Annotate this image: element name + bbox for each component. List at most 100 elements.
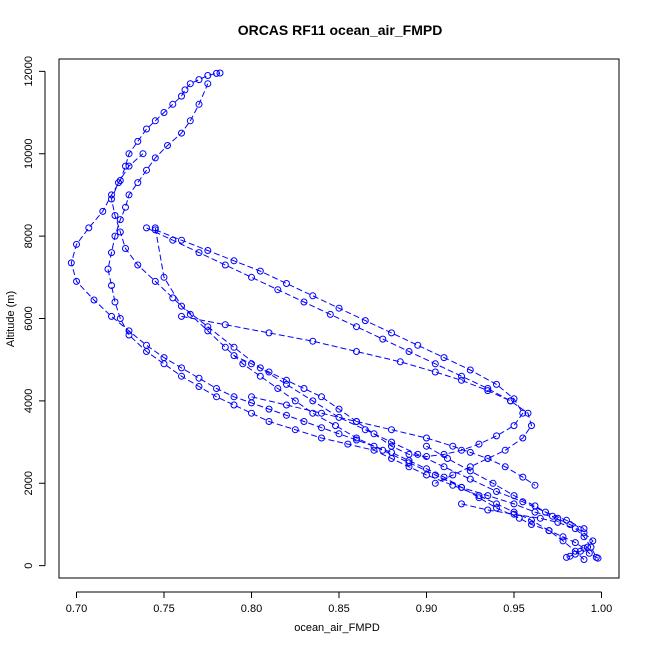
data-point: [122, 203, 129, 211]
data-point: [291, 426, 299, 434]
data-point: [531, 481, 539, 489]
data-point: [125, 162, 133, 170]
data-point: [335, 405, 343, 413]
data-point: [592, 553, 600, 561]
data-point: [265, 368, 273, 376]
data-point: [283, 280, 290, 287]
data-point: [423, 471, 430, 479]
data-point: [466, 366, 474, 374]
data-point: [458, 372, 465, 380]
data-point: [283, 380, 290, 388]
data-point: [414, 450, 422, 458]
data-point: [169, 294, 177, 302]
data-point: [115, 179, 122, 187]
data-point: [493, 488, 500, 495]
data-point: [353, 348, 360, 355]
data-point: [388, 438, 395, 446]
data-point: [510, 422, 518, 430]
data-point: [230, 393, 238, 401]
data-point: [566, 521, 574, 528]
data-point: [475, 492, 483, 500]
plot-frame: [58, 58, 620, 579]
x-axis-label: ocean_air_FMPD: [294, 622, 380, 634]
series-line: [426, 445, 594, 558]
data-point: [169, 236, 177, 244]
x-tick-label: 0.75: [153, 603, 174, 615]
data-point: [335, 430, 343, 438]
data-point: [458, 483, 465, 491]
data-point: [489, 479, 497, 487]
data-point: [90, 296, 98, 304]
data-point: [519, 498, 527, 506]
data-point: [580, 533, 588, 541]
data-point: [405, 450, 413, 458]
data-point: [458, 500, 465, 508]
series-line: [110, 153, 558, 519]
series-line: [181, 315, 511, 402]
data-point: [510, 500, 518, 508]
data-point: [160, 360, 168, 368]
data-point: [566, 552, 574, 560]
data-point: [549, 512, 556, 520]
data-point: [256, 372, 264, 380]
data-point: [204, 323, 212, 331]
data-point: [111, 298, 119, 306]
data-point: [248, 393, 255, 401]
data-point: [181, 86, 189, 94]
series-line: [155, 229, 524, 458]
data-point: [283, 411, 290, 419]
data-point: [501, 446, 509, 454]
data-point: [405, 348, 413, 355]
x-tick-label: 1.00: [591, 603, 612, 615]
data-point: [353, 323, 360, 331]
data-point: [122, 162, 129, 170]
data-point: [164, 142, 171, 149]
data-point: [143, 125, 150, 133]
y-tick-label: 4000: [23, 389, 35, 413]
data-point: [531, 502, 539, 510]
data-point: [361, 426, 369, 434]
data-point: [111, 212, 119, 219]
data-point: [563, 516, 570, 524]
data-point: [449, 442, 457, 450]
x-tick-label: 0.85: [328, 603, 349, 615]
data-point: [195, 76, 203, 84]
data-point: [559, 533, 567, 541]
data-point: [507, 397, 514, 405]
series-lines-group: [70, 72, 599, 560]
series-line: [461, 503, 597, 558]
data-point: [571, 525, 579, 533]
y-tick-label: 0: [23, 563, 35, 569]
data-point: [528, 521, 535, 528]
series-line: [251, 396, 536, 486]
data-point: [230, 401, 238, 409]
series-line: [154, 227, 585, 530]
data-point: [204, 247, 212, 254]
data-point: [265, 329, 273, 337]
data-point: [204, 72, 212, 79]
data-point: [510, 395, 518, 403]
y-tick-label: 8000: [23, 224, 35, 248]
data-point: [536, 514, 544, 522]
data-point: [169, 100, 177, 108]
x-tick-label: 0.70: [66, 603, 87, 615]
chart-title: ORCAS RF11 ocean_air_FMPD: [238, 22, 443, 38]
data-point: [291, 397, 299, 405]
data-point: [405, 463, 413, 471]
data-point: [108, 249, 115, 257]
data-point: [151, 154, 159, 162]
data-point: [309, 397, 317, 405]
data-point: [423, 434, 430, 442]
series-line: [146, 227, 533, 484]
data-point: [116, 228, 124, 236]
data-point: [580, 525, 588, 533]
x-tick-label: 0.95: [503, 603, 524, 615]
data-point: [370, 430, 378, 438]
data-point: [108, 195, 115, 203]
data-point: [466, 467, 474, 475]
data-point: [524, 409, 532, 417]
data-point: [73, 240, 80, 248]
data-point: [458, 376, 465, 384]
x-tick-label: 0.80: [241, 603, 262, 615]
